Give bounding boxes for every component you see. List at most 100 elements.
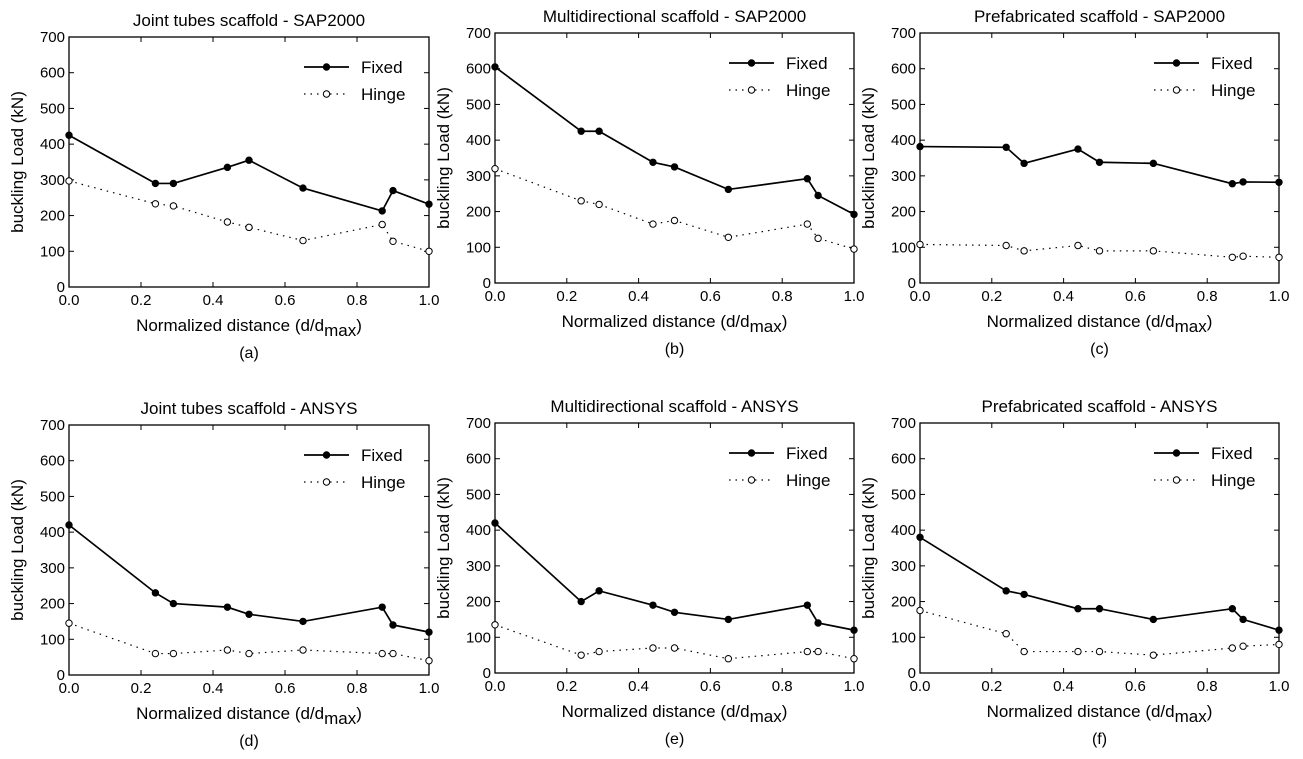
data-point-hinge bbox=[1002, 241, 1010, 250]
data-point-fixed bbox=[425, 200, 433, 208]
x-axis-label-subscript: max bbox=[750, 707, 783, 726]
chart-panel: Prefabricated scaffold - ANSYS 0 100 200 300… bbox=[859, 397, 1289, 748]
y-tick-label: 100 bbox=[466, 629, 491, 646]
y-tick-label: 500 bbox=[466, 486, 491, 503]
data-point-fixed bbox=[389, 621, 397, 629]
x-tick-label: 1.0 bbox=[1269, 288, 1290, 305]
chart-panel: Prefabricated scaffold - SAP2000 0 100 200 3… bbox=[859, 7, 1289, 358]
plot-frame bbox=[494, 422, 855, 674]
data-point-hinge bbox=[1228, 644, 1237, 652]
y-tick-label: 0 bbox=[483, 275, 491, 292]
y-tick-label: 600 bbox=[40, 65, 65, 82]
x-axis-label-main: Normalized distance (d/d bbox=[562, 312, 750, 331]
data-point-hinge bbox=[649, 644, 657, 652]
data-point-hinge bbox=[1149, 651, 1158, 659]
data-point-fixed bbox=[1275, 626, 1283, 634]
data-point-fixed bbox=[1020, 159, 1028, 168]
x-tick-label: 0.6 bbox=[275, 680, 296, 697]
data-point-hinge bbox=[814, 647, 822, 656]
legend-label-fixed: Fixed bbox=[1211, 444, 1253, 463]
legend-label-hinge: Hinge bbox=[786, 81, 830, 100]
y-tick-label: 500 bbox=[40, 100, 65, 117]
y-tick-label: 300 bbox=[40, 172, 65, 189]
x-tick-label: 0.4 bbox=[203, 292, 224, 309]
data-point-hinge bbox=[491, 621, 499, 629]
x-tick-label: 0.4 bbox=[203, 680, 224, 697]
y-tick-label: 400 bbox=[891, 522, 916, 539]
data-point-hinge bbox=[670, 644, 679, 652]
panel-caption: (c) bbox=[1090, 341, 1109, 358]
y-tick-label: 600 bbox=[466, 61, 491, 78]
x-tick-label: 0.4 bbox=[1053, 678, 1074, 695]
data-point-fixed bbox=[1074, 605, 1082, 613]
data-point-fixed bbox=[1239, 178, 1247, 186]
data-point-hinge bbox=[425, 657, 433, 665]
data-point-fixed bbox=[169, 179, 178, 188]
legend-marker-fixed bbox=[1172, 449, 1181, 457]
y-tick-label: 300 bbox=[891, 558, 916, 575]
chart-panel: Joint tubes scaffold - SAP2000 0 100 200 300… bbox=[8, 11, 439, 362]
data-point-hinge bbox=[245, 649, 253, 658]
y-tick-label: 600 bbox=[40, 453, 65, 470]
chart-panel: Multidirectional scaffold - SAP2000 0 100 2… bbox=[434, 7, 864, 358]
legend-marker-hinge bbox=[322, 478, 331, 486]
data-point-hinge bbox=[151, 649, 160, 658]
legend-marker-fixed bbox=[322, 63, 331, 71]
data-point-fixed bbox=[245, 610, 253, 618]
y-tick-label: 700 bbox=[40, 417, 65, 434]
data-point-hinge bbox=[577, 197, 585, 205]
data-point-hinge bbox=[595, 200, 603, 209]
plot-frame bbox=[919, 32, 1280, 284]
x-axis-label: Normalized distance (d/dmax) bbox=[562, 312, 788, 336]
series-line-hinge bbox=[68, 180, 430, 252]
y-tick-label: 200 bbox=[466, 594, 491, 611]
data-point-fixed bbox=[814, 619, 822, 627]
chart-title: Joint tubes scaffold - ANSYS bbox=[140, 399, 357, 418]
legend-label-fixed: Fixed bbox=[1211, 54, 1253, 73]
x-tick-label: 0.8 bbox=[1197, 288, 1218, 305]
plot-frame bbox=[68, 36, 430, 288]
data-point-fixed bbox=[378, 603, 386, 611]
legend-marker-fixed bbox=[1172, 59, 1181, 67]
y-tick-label: 200 bbox=[466, 204, 491, 221]
x-axis-label-main: Normalized distance (d/d bbox=[562, 702, 750, 721]
x-tick-label: 0.2 bbox=[131, 292, 152, 309]
legend-label-hinge: Hinge bbox=[1211, 471, 1255, 490]
x-tick-label: 0.6 bbox=[275, 292, 296, 309]
chart-title: Prefabricated scaffold - SAP2000 bbox=[974, 7, 1225, 26]
data-point-hinge bbox=[803, 647, 812, 656]
x-axis-label: Normalized distance (d/dmax) bbox=[136, 316, 362, 340]
data-point-fixed bbox=[245, 156, 253, 164]
legend-marker-fixed bbox=[747, 449, 756, 457]
x-axis-label-subscript: max bbox=[1175, 707, 1208, 726]
data-point-hinge bbox=[169, 649, 178, 658]
y-tick-label: 100 bbox=[40, 243, 65, 260]
data-point-fixed bbox=[1002, 587, 1010, 595]
y-tick-label: 300 bbox=[466, 168, 491, 185]
data-point-fixed bbox=[223, 163, 232, 172]
data-point-hinge bbox=[425, 247, 433, 255]
data-point-hinge bbox=[1020, 247, 1028, 255]
x-tick-label: 0.0 bbox=[910, 288, 931, 305]
data-point-hinge bbox=[389, 237, 397, 245]
y-tick-label: 500 bbox=[891, 96, 916, 113]
x-tick-label: 0.2 bbox=[556, 288, 577, 305]
y-tick-label: 600 bbox=[891, 61, 916, 78]
panel-caption: (f) bbox=[1092, 731, 1107, 748]
data-point-fixed bbox=[649, 601, 657, 609]
legend-marker-hinge bbox=[322, 90, 331, 98]
data-point-fixed bbox=[1275, 178, 1283, 186]
chart-title: Prefabricated scaffold - ANSYS bbox=[982, 397, 1218, 416]
data-point-hinge bbox=[595, 647, 603, 656]
data-point-fixed bbox=[491, 519, 499, 527]
data-point-fixed bbox=[595, 127, 603, 135]
chart-title: Joint tubes scaffold - SAP2000 bbox=[133, 11, 365, 30]
x-tick-label: 0.6 bbox=[700, 678, 721, 695]
data-point-hinge bbox=[577, 651, 585, 659]
y-tick-label: 700 bbox=[891, 25, 916, 42]
data-point-fixed bbox=[850, 210, 858, 219]
y-axis-label: buckling Load (kN) bbox=[434, 477, 453, 619]
y-tick-label: 600 bbox=[466, 451, 491, 468]
data-point-hinge bbox=[916, 240, 924, 249]
data-point-fixed bbox=[299, 184, 307, 192]
